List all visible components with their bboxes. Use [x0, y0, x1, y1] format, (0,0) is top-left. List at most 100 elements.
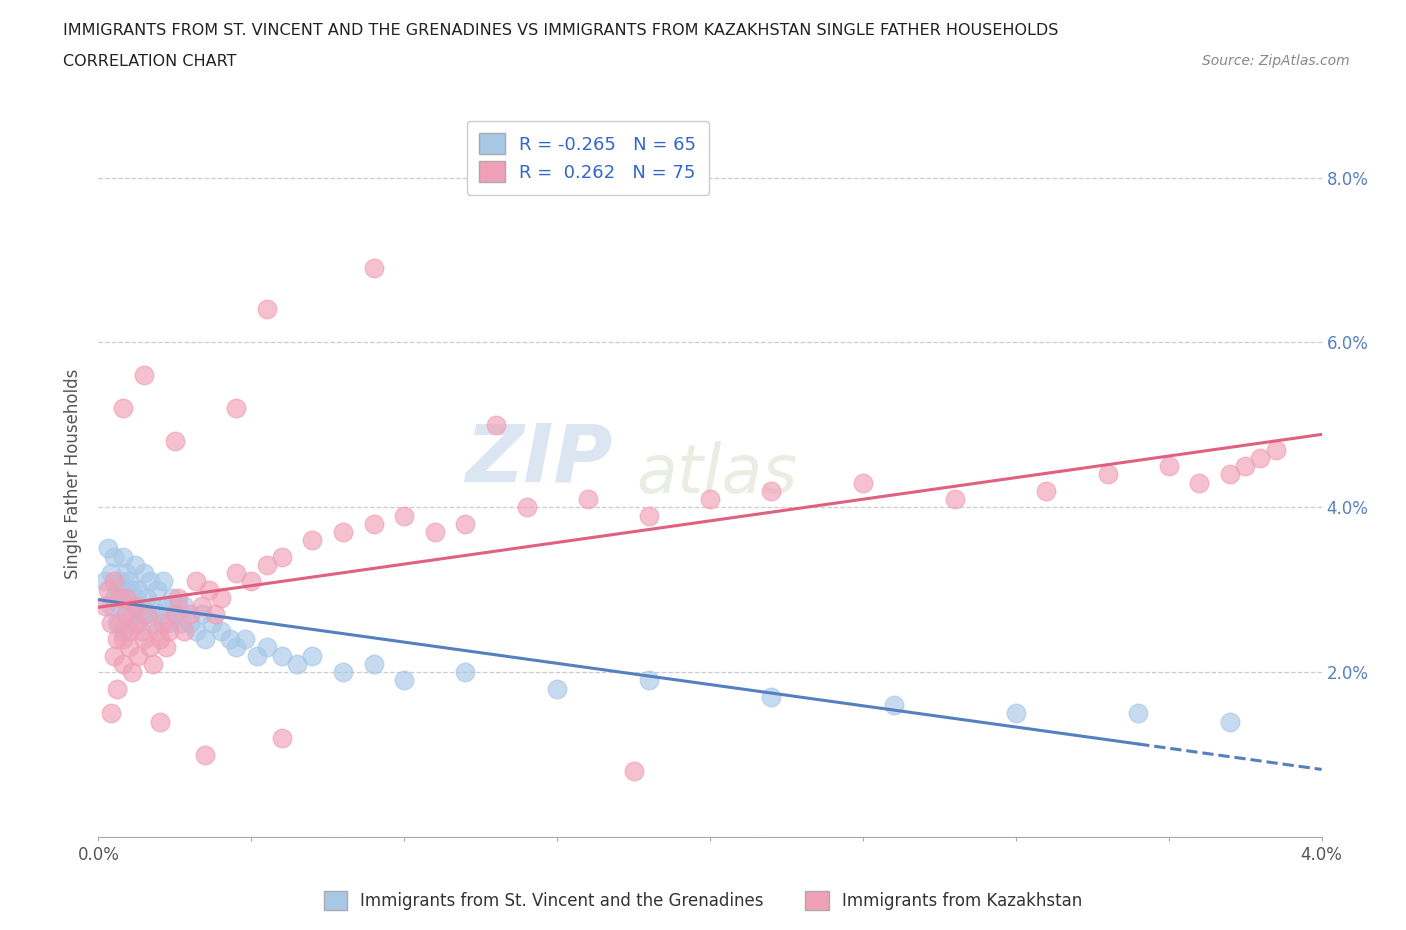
Point [134, 368, 156, 383]
Text: Source: ZipAtlas.com: Source: ZipAtlas.com [1202, 54, 1350, 68]
Point [454, 516, 477, 531]
Point [115, 565, 138, 580]
Point [105, 681, 128, 696]
Point [152, 574, 174, 589]
Point [142, 599, 165, 614]
Point [134, 607, 156, 622]
Point [170, 616, 193, 631]
Point [124, 616, 146, 631]
Point [103, 648, 125, 663]
Point [111, 401, 134, 416]
Point [209, 591, 232, 605]
Point [149, 607, 172, 622]
Point [392, 673, 416, 688]
Point [100, 706, 122, 721]
Point [108, 591, 131, 605]
Point [1004, 706, 1026, 721]
Point [219, 631, 242, 646]
Point [270, 550, 294, 565]
Point [197, 582, 219, 597]
Point [1249, 450, 1271, 465]
Point [142, 657, 165, 671]
Point [423, 525, 446, 539]
Point [163, 607, 186, 622]
Point [134, 631, 156, 646]
Point [179, 607, 201, 622]
Point [225, 401, 247, 416]
Point [246, 648, 269, 663]
Point [1157, 458, 1180, 473]
Point [155, 640, 177, 655]
Point [124, 557, 146, 572]
Point [883, 698, 905, 712]
Point [759, 484, 782, 498]
Point [111, 657, 134, 671]
Point [179, 616, 201, 631]
Point [852, 475, 875, 490]
Point [129, 599, 152, 614]
Point [301, 648, 323, 663]
Text: IMMIGRANTS FROM ST. VINCENT AND THE GRENADINES VS IMMIGRANTS FROM KAZAKHSTAN SIN: IMMIGRANTS FROM ST. VINCENT AND THE GREN… [63, 23, 1059, 38]
Point [256, 640, 278, 655]
Point [173, 599, 195, 614]
Point [167, 591, 190, 605]
Point [392, 508, 416, 523]
Text: CORRELATION CHART: CORRELATION CHART [63, 54, 236, 69]
Legend: Immigrants from St. Vincent and the Grenadines, Immigrants from Kazakhstan: Immigrants from St. Vincent and the Gren… [316, 884, 1090, 917]
Point [485, 418, 508, 432]
Point [173, 623, 195, 638]
Point [115, 607, 138, 622]
Point [454, 665, 477, 680]
Point [136, 591, 159, 605]
Point [111, 550, 134, 565]
Point [105, 582, 128, 597]
Point [1128, 706, 1150, 721]
Point [1264, 442, 1286, 457]
Point [100, 599, 122, 614]
Point [115, 591, 138, 605]
Point [108, 574, 131, 589]
Point [100, 616, 122, 631]
Point [637, 673, 661, 688]
Point [1035, 484, 1057, 498]
Point [103, 591, 125, 605]
Point [127, 616, 149, 631]
Point [1219, 714, 1241, 729]
Point [97, 541, 120, 556]
Point [118, 599, 141, 614]
Point [332, 665, 354, 680]
Point [149, 631, 172, 646]
Point [301, 533, 323, 548]
Point [145, 623, 167, 638]
Point [194, 747, 217, 762]
Point [118, 640, 141, 655]
Point [93, 599, 115, 614]
Point [129, 623, 152, 638]
Point [100, 565, 122, 580]
Point [285, 657, 308, 671]
Point [111, 631, 134, 646]
Point [363, 657, 385, 671]
Point [108, 616, 131, 631]
Point [943, 492, 966, 507]
Point [256, 557, 278, 572]
Point [118, 574, 141, 589]
Point [121, 665, 143, 680]
Point [149, 714, 172, 729]
Point [186, 623, 208, 638]
Point [139, 640, 162, 655]
Point [225, 640, 247, 655]
Point [108, 599, 131, 614]
Point [105, 631, 128, 646]
Point [121, 607, 143, 622]
Point [157, 623, 180, 638]
Point [167, 599, 190, 614]
Y-axis label: Single Father Households: Single Father Households [65, 369, 83, 579]
Point [105, 616, 128, 631]
Point [759, 689, 782, 704]
Point [134, 565, 156, 580]
Point [163, 434, 186, 449]
Point [332, 525, 354, 539]
Point [152, 616, 174, 631]
Point [103, 550, 125, 565]
